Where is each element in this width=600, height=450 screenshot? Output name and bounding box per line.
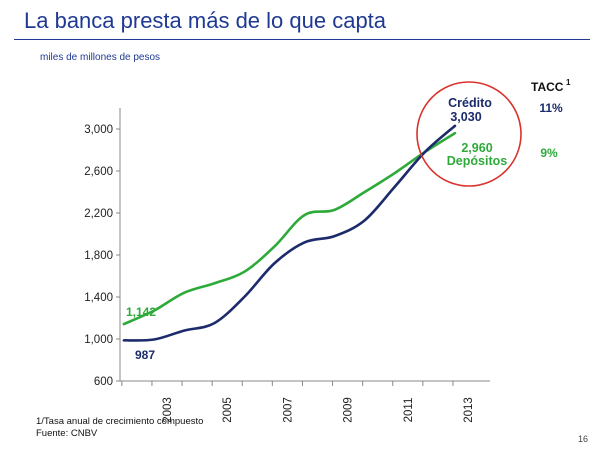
- page-number: 16: [577, 434, 588, 444]
- credito-start-value: 987: [135, 348, 155, 362]
- slide-title: La banca presta más de lo que capta: [24, 8, 387, 33]
- y-tick-label: 1,800: [84, 250, 113, 262]
- y-tick-label: 2,200: [84, 208, 113, 220]
- y-tick-label: 1,000: [84, 334, 113, 346]
- title-divider: [14, 39, 590, 40]
- credito-end-value: 3,030: [450, 110, 481, 124]
- depositos-start-value: 1,142: [126, 305, 156, 319]
- credito-name-label: Crédito: [448, 96, 492, 110]
- depositos-name-label: Depósitos: [447, 154, 507, 168]
- credito-tacc-value: 11%: [539, 101, 563, 115]
- depositos-end-value: 2,960: [461, 141, 492, 155]
- credito-line: [122, 124, 457, 342]
- depositos-line: [122, 131, 457, 326]
- footnote-source: Fuente: CNBV: [36, 428, 98, 439]
- highlight-circle: [416, 81, 522, 187]
- x-tick-label: 2007: [282, 397, 294, 423]
- chart-axes: 600 1,000 1,400 1,800 2,200 2,600 3,000 2003 200…: [84, 108, 490, 423]
- x-tick-label: 2013: [463, 397, 475, 423]
- chart-series: [122, 124, 457, 342]
- x-tick-label: 2005: [222, 397, 234, 423]
- x-tick-label: 2003: [162, 397, 174, 423]
- y-tick-label: 2,600: [84, 166, 113, 178]
- y-tick-label: 3,000: [84, 124, 113, 136]
- depositos-tacc-value: 9%: [540, 146, 558, 160]
- y-tick-label: 1,400: [84, 292, 113, 304]
- footnote-tacc: 1/Tasa anual de crecimiento compuesto: [36, 416, 204, 427]
- tacc-header: TACC: [531, 80, 564, 94]
- chart-units: miles de millones de pesos: [40, 52, 161, 63]
- y-tick-label: 600: [94, 376, 113, 388]
- x-tick-label: 2011: [403, 398, 415, 423]
- x-tick-label: 2009: [343, 397, 355, 423]
- tacc-superscript: 1: [566, 78, 571, 87]
